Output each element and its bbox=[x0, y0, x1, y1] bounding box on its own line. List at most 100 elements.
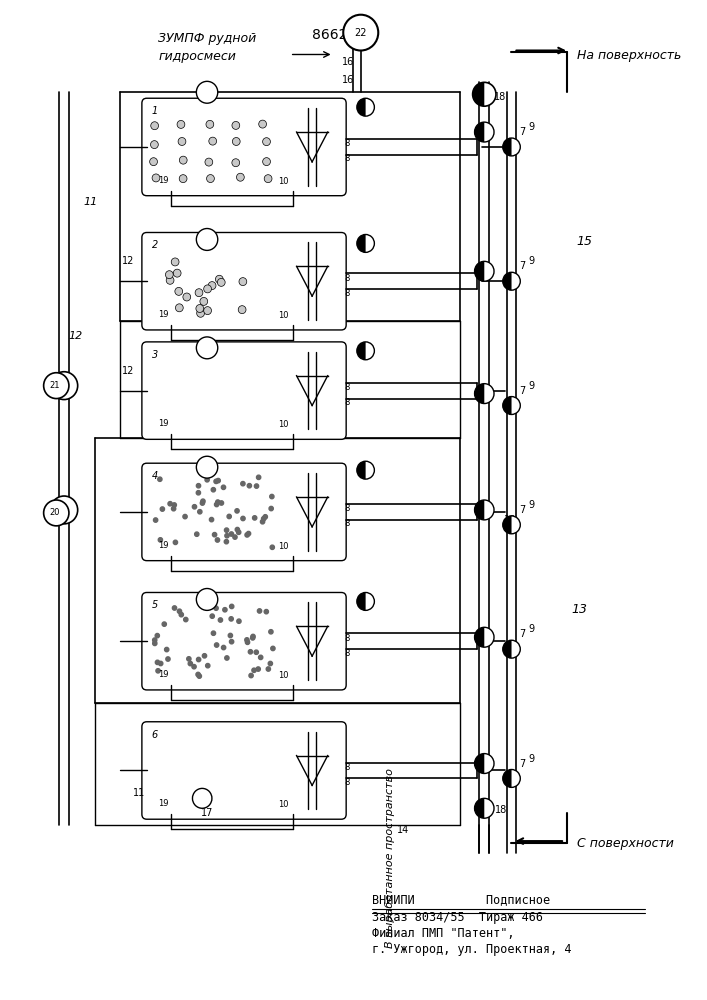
Circle shape bbox=[267, 667, 271, 671]
Circle shape bbox=[216, 500, 220, 504]
Text: 7: 7 bbox=[519, 505, 525, 515]
Text: 19: 19 bbox=[158, 670, 169, 679]
Circle shape bbox=[200, 297, 208, 305]
Circle shape bbox=[198, 510, 202, 514]
Circle shape bbox=[183, 293, 191, 301]
Text: 10: 10 bbox=[278, 420, 288, 429]
Circle shape bbox=[197, 589, 218, 610]
Circle shape bbox=[211, 488, 216, 492]
Circle shape bbox=[192, 665, 196, 669]
Circle shape bbox=[165, 271, 173, 279]
Text: 8: 8 bbox=[344, 139, 349, 148]
Circle shape bbox=[270, 545, 274, 549]
Circle shape bbox=[50, 496, 78, 524]
Text: 19: 19 bbox=[158, 799, 169, 808]
Circle shape bbox=[245, 533, 250, 537]
Text: 4: 4 bbox=[151, 471, 158, 481]
Circle shape bbox=[150, 158, 158, 166]
Circle shape bbox=[206, 175, 214, 183]
Circle shape bbox=[230, 604, 234, 609]
Circle shape bbox=[179, 612, 183, 617]
Text: 10: 10 bbox=[278, 177, 288, 186]
Circle shape bbox=[224, 528, 228, 532]
Text: 10: 10 bbox=[278, 311, 288, 320]
Circle shape bbox=[192, 505, 197, 509]
Wedge shape bbox=[474, 384, 484, 404]
Circle shape bbox=[232, 121, 240, 129]
Circle shape bbox=[262, 517, 266, 521]
Circle shape bbox=[271, 646, 275, 651]
Text: 3: 3 bbox=[151, 350, 158, 360]
Circle shape bbox=[151, 141, 158, 149]
Circle shape bbox=[245, 640, 250, 644]
Circle shape bbox=[173, 540, 177, 545]
Circle shape bbox=[153, 518, 158, 522]
Circle shape bbox=[238, 306, 246, 314]
Circle shape bbox=[219, 501, 223, 505]
FancyBboxPatch shape bbox=[142, 98, 346, 196]
Text: 21: 21 bbox=[49, 381, 59, 390]
Circle shape bbox=[263, 158, 271, 166]
Circle shape bbox=[197, 484, 201, 488]
Text: 18: 18 bbox=[495, 805, 507, 815]
Text: 11: 11 bbox=[133, 788, 145, 798]
Circle shape bbox=[245, 638, 249, 642]
Circle shape bbox=[503, 138, 520, 156]
Text: 22: 22 bbox=[354, 28, 367, 38]
Circle shape bbox=[201, 499, 205, 503]
Text: 866242: 866242 bbox=[312, 28, 365, 42]
Circle shape bbox=[173, 606, 177, 610]
Circle shape bbox=[474, 500, 494, 520]
Circle shape bbox=[177, 609, 182, 613]
FancyBboxPatch shape bbox=[142, 232, 346, 330]
Text: 7: 7 bbox=[519, 127, 525, 137]
Circle shape bbox=[474, 627, 494, 647]
Circle shape bbox=[214, 606, 218, 610]
Circle shape bbox=[263, 515, 267, 519]
Text: 9: 9 bbox=[528, 381, 534, 391]
Text: 12: 12 bbox=[122, 256, 135, 266]
Text: 8: 8 bbox=[344, 649, 349, 658]
Circle shape bbox=[151, 122, 158, 130]
Text: Филиал ПМП "Патент",: Филиал ПМП "Патент", bbox=[373, 927, 515, 940]
Circle shape bbox=[200, 501, 204, 505]
Circle shape bbox=[205, 158, 213, 166]
Circle shape bbox=[503, 516, 520, 534]
Circle shape bbox=[171, 258, 179, 266]
Circle shape bbox=[247, 484, 252, 488]
Circle shape bbox=[50, 372, 78, 400]
Text: 18: 18 bbox=[504, 401, 517, 411]
Circle shape bbox=[197, 657, 201, 662]
Circle shape bbox=[172, 507, 176, 511]
Text: 10: 10 bbox=[278, 800, 288, 809]
Text: 6: 6 bbox=[151, 730, 158, 740]
Text: В выработанное пространство: В выработанное пространство bbox=[385, 768, 395, 948]
Circle shape bbox=[197, 309, 204, 317]
Circle shape bbox=[260, 520, 264, 524]
Circle shape bbox=[177, 120, 185, 128]
Circle shape bbox=[237, 619, 241, 623]
Circle shape bbox=[474, 754, 494, 773]
Circle shape bbox=[211, 631, 216, 635]
Circle shape bbox=[183, 514, 187, 519]
Circle shape bbox=[247, 531, 251, 536]
Text: 8: 8 bbox=[344, 154, 349, 163]
Wedge shape bbox=[503, 272, 512, 290]
Circle shape bbox=[194, 532, 199, 536]
Circle shape bbox=[166, 276, 174, 284]
Text: 15: 15 bbox=[577, 235, 592, 248]
Text: 18: 18 bbox=[504, 644, 517, 654]
Text: 10: 10 bbox=[278, 671, 288, 680]
Circle shape bbox=[259, 120, 267, 128]
Circle shape bbox=[259, 655, 263, 660]
FancyBboxPatch shape bbox=[142, 463, 346, 561]
Circle shape bbox=[357, 234, 375, 252]
Circle shape bbox=[223, 608, 227, 612]
Circle shape bbox=[172, 503, 177, 507]
Circle shape bbox=[202, 654, 206, 658]
Text: 17: 17 bbox=[201, 808, 214, 818]
Circle shape bbox=[255, 484, 259, 488]
Text: 1: 1 bbox=[151, 106, 158, 116]
Wedge shape bbox=[357, 461, 366, 479]
Text: 12: 12 bbox=[69, 331, 83, 341]
